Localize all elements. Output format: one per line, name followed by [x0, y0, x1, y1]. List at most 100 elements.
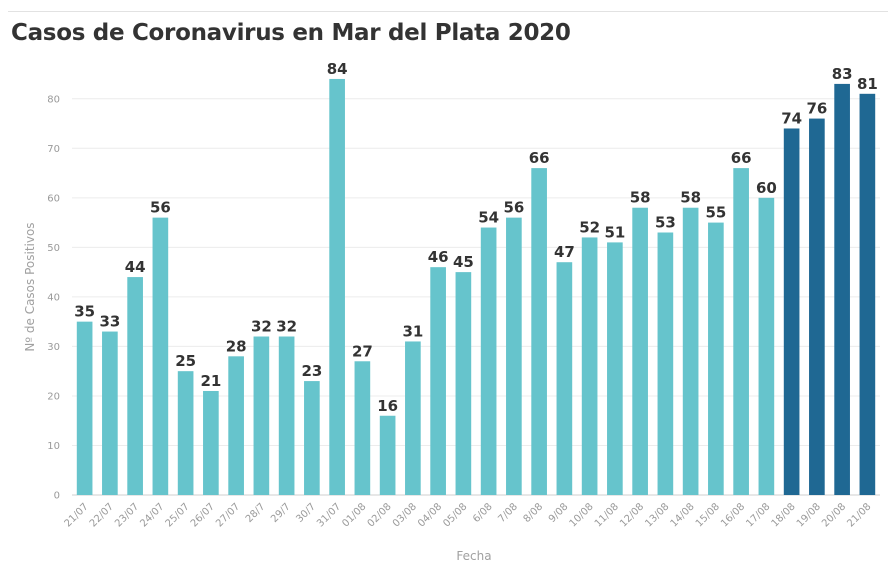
y-tick-label: 10 [47, 441, 60, 452]
data-label: 33 [99, 313, 120, 331]
x-tick-label: 11/08 [593, 501, 621, 529]
top-divider [8, 11, 888, 12]
data-label: 32 [276, 318, 297, 336]
data-label: 32 [251, 318, 272, 336]
bar [430, 267, 446, 495]
x-tick-label: 04/08 [416, 501, 444, 529]
data-label: 23 [301, 362, 322, 380]
x-tick-label: 7/08 [496, 501, 520, 525]
y-tick-label: 60 [47, 193, 60, 204]
bar [102, 331, 118, 495]
bar [379, 415, 396, 495]
y-tick-label: 20 [47, 391, 60, 402]
y-tick-label: 30 [47, 342, 60, 353]
bar [127, 277, 143, 495]
x-tick-label: 18/08 [770, 501, 798, 529]
data-label: 28 [226, 337, 247, 355]
data-label: 56 [150, 199, 171, 217]
bar [733, 168, 749, 495]
bar [758, 197, 775, 495]
data-label: 83 [832, 65, 853, 83]
x-tick-label: 02/08 [366, 501, 394, 529]
bar [581, 237, 598, 495]
x-tick-label: 23/07 [113, 501, 141, 529]
x-tick-label: 12/08 [618, 501, 646, 529]
bar [708, 222, 724, 495]
x-tick-label: 19/08 [795, 501, 823, 529]
data-label: 35 [74, 303, 95, 321]
x-tick-label: 13/08 [643, 501, 671, 529]
data-label: 27 [352, 342, 373, 360]
data-label: 21 [200, 372, 221, 390]
x-tick-label: 29/7 [269, 501, 293, 525]
bar [834, 83, 850, 495]
bar [253, 336, 270, 495]
bar [203, 390, 219, 495]
bar [657, 232, 674, 495]
bar [556, 262, 573, 495]
data-label: 53 [655, 213, 676, 231]
x-tick-label: 05/08 [441, 501, 469, 529]
bar [278, 336, 295, 495]
x-tick-label: 6/08 [471, 501, 495, 525]
bar [682, 207, 699, 495]
data-label: 55 [705, 204, 726, 222]
y-axis: 0 10 20 30 40 50 60 70 80 [47, 94, 60, 501]
bars [76, 78, 876, 495]
x-tick-label: 20/08 [820, 501, 848, 529]
x-tick-label: 8/08 [522, 501, 546, 525]
x-tick-label: 14/08 [669, 501, 697, 529]
bar [809, 118, 825, 495]
data-label: 16 [377, 397, 398, 415]
data-label: 74 [781, 109, 802, 127]
bar [329, 78, 345, 495]
data-label: 31 [402, 322, 423, 340]
bar [76, 321, 93, 495]
y-tick-label: 70 [47, 144, 60, 155]
data-label: 56 [503, 199, 524, 217]
x-tick-label: 17/08 [744, 501, 772, 529]
data-label: 52 [579, 218, 600, 236]
chart-title: Casos de Coronavirus en Mar del Plata 20… [11, 20, 571, 46]
bar [480, 227, 497, 495]
x-tick-label: 21/07 [63, 501, 91, 529]
data-label: 58 [680, 189, 701, 207]
x-tick-label: 26/07 [189, 501, 217, 529]
data-label: 46 [428, 248, 449, 266]
data-label: 44 [125, 258, 146, 276]
bar [783, 128, 800, 495]
data-label: 76 [806, 100, 827, 118]
y-tick-label: 50 [47, 243, 60, 254]
x-tick-label: 15/08 [694, 501, 722, 529]
bar [632, 207, 648, 495]
x-tick-label: 16/08 [719, 501, 747, 529]
data-label: 25 [175, 352, 196, 370]
y-tick-label: 0 [54, 491, 60, 502]
data-label: 84 [327, 60, 348, 78]
x-tick-label: 24/07 [138, 501, 166, 529]
x-tick-label: 27/07 [214, 501, 242, 529]
x-tick-label: 01/08 [340, 501, 368, 529]
bar [405, 341, 421, 495]
x-tick-label: 22/07 [88, 501, 116, 529]
data-label: 58 [630, 189, 651, 207]
bar [531, 168, 547, 495]
bar [354, 361, 371, 495]
data-label: 66 [529, 149, 550, 167]
x-tick-label: 28/7 [244, 501, 268, 525]
x-tick-label: 10/08 [568, 501, 596, 529]
data-label: 66 [731, 149, 752, 167]
x-tick-label: 03/08 [391, 501, 419, 529]
data-label: 45 [453, 253, 474, 271]
bar [152, 217, 169, 495]
data-label: 60 [756, 179, 777, 197]
data-label: 47 [554, 243, 575, 261]
bar [506, 217, 522, 495]
data-label: 81 [857, 75, 878, 93]
bar [304, 381, 320, 495]
bar [859, 93, 876, 495]
bar [228, 356, 244, 495]
